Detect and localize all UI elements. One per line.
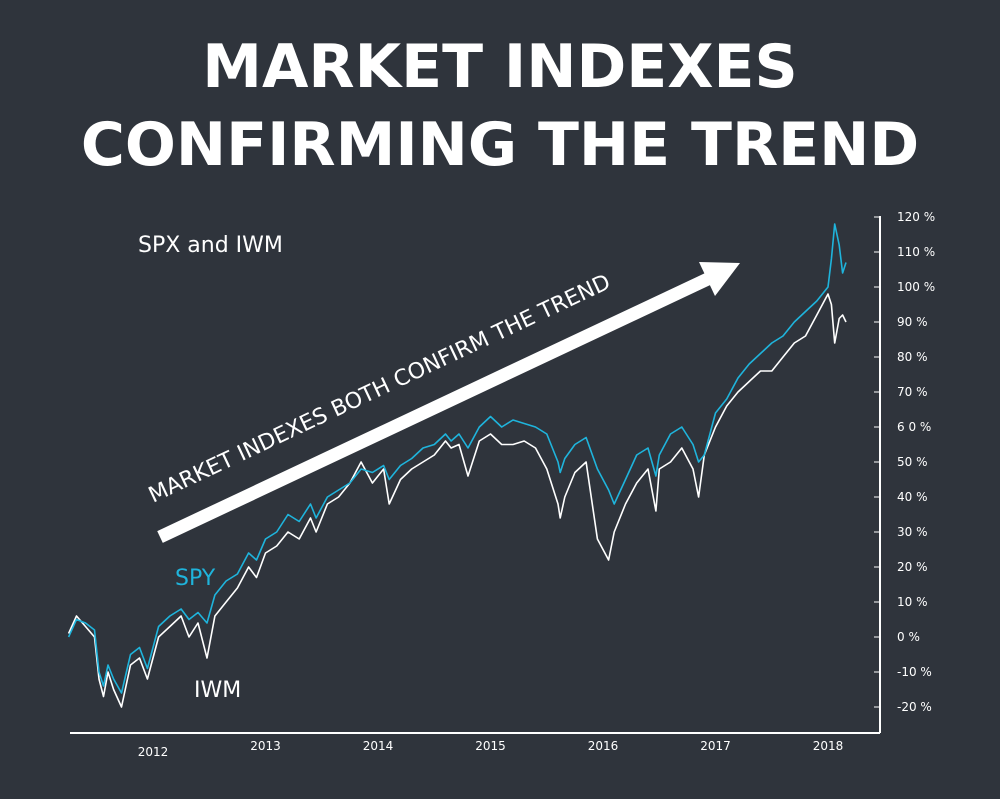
trend-arrow-head	[699, 262, 740, 296]
x-tick-label: 2013	[250, 739, 281, 753]
series-line-iwm	[67, 293, 847, 708]
chart-title: MARKET INDEXES CONFIRMING THE TREND	[0, 28, 1000, 184]
title-line-1: MARKET INDEXES	[202, 32, 798, 102]
y-tick-label: 30 %	[897, 525, 928, 539]
y-axis-ticks: -20 % -10 % 0 % 10 % 20 % 30 % 40 % 50 % 6 0 % 70…	[874, 210, 935, 714]
y-tick-label: 90 %	[897, 315, 928, 329]
y-tick-label: 40 %	[897, 490, 928, 504]
title-line-2: CONFIRMING THE TREND	[80, 110, 920, 180]
x-tick-label: 2015	[475, 739, 506, 753]
x-tick-label: 2012	[138, 745, 169, 759]
trend-arrow	[157, 262, 740, 543]
y-tick-label: 20 %	[897, 560, 928, 574]
series-lines	[67, 223, 847, 708]
y-tick-label: -20 %	[897, 700, 932, 714]
axes	[70, 216, 881, 734]
y-tick-label: 80 %	[897, 350, 928, 364]
x-tick-label: 2017	[700, 739, 731, 753]
y-tick-label: 10 %	[897, 595, 928, 609]
y-tick-label: 50 %	[897, 455, 928, 469]
y-tick-label: -10 %	[897, 665, 932, 679]
x-tick-label: 2014	[363, 739, 394, 753]
y-tick-label: 120 %	[897, 210, 935, 224]
x-tick-label: 2018	[813, 739, 844, 753]
y-tick-label: 100 %	[897, 280, 935, 294]
y-tick-label: 70 %	[897, 385, 928, 399]
series-line-spy	[67, 223, 847, 694]
series-label-iwm: IWM	[194, 678, 241, 703]
trend-arrow-shaft	[157, 271, 715, 543]
y-tick-label: 6 0 %	[897, 420, 931, 434]
series-label-spy: SPY	[175, 566, 216, 591]
y-tick-label: 0 %	[897, 630, 920, 644]
y-tick-label: 110 %	[897, 245, 935, 259]
x-tick-label: 2016	[588, 739, 619, 753]
chart-subtitle: SPX and IWM	[138, 233, 283, 258]
x-axis-ticks: 2012 2013 2014 2015 2016 2017 2018	[138, 739, 844, 759]
